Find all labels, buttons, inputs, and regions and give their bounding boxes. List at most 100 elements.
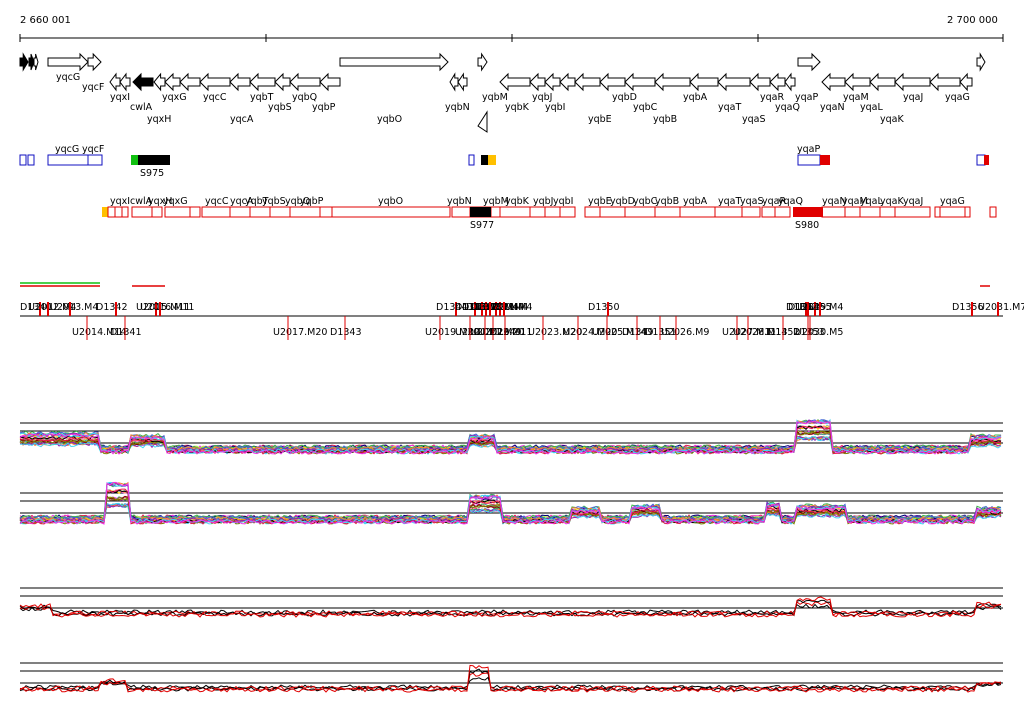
gene-arrow[interactable]: [929, 72, 961, 92]
segment-box[interactable]: [229, 206, 251, 218]
feature-label-above: U2012.M4: [28, 302, 76, 313]
gene-arrow[interactable]: [689, 72, 719, 92]
segment-label: yqaQ: [778, 196, 803, 207]
segment-box[interactable]: [470, 207, 491, 217]
segment-box[interactable]: [544, 206, 561, 218]
gene-arrow[interactable]: [109, 72, 121, 92]
gene-arrow[interactable]: [844, 72, 871, 92]
segment-box[interactable]: [934, 206, 941, 218]
segment-box[interactable]: [741, 206, 761, 218]
segment-label: yqaG: [940, 196, 965, 207]
gene-label: yqaG: [945, 92, 970, 103]
gene-arrow[interactable]: [319, 72, 341, 92]
segment-box[interactable]: [714, 206, 743, 218]
segment-box[interactable]: [151, 206, 163, 218]
gene-arrow[interactable]: [199, 72, 231, 92]
segment-box[interactable]: [131, 206, 153, 218]
gene-arrow[interactable]: [87, 52, 102, 72]
feature-label-below: D1343: [330, 327, 362, 338]
gene-arrow[interactable]: [229, 72, 251, 92]
gene-arrow[interactable]: [894, 72, 931, 92]
gene-arrow[interactable]: [529, 72, 546, 92]
segment-box[interactable]: [164, 206, 191, 218]
gene-arrow[interactable]: [449, 72, 459, 92]
feature-label-below: D1341: [110, 327, 142, 338]
gene-arrow[interactable]: [28, 53, 35, 71]
segment-box[interactable]: [761, 206, 776, 218]
gene-arrow[interactable]: [119, 72, 131, 92]
gene-arrow[interactable]: [717, 72, 751, 92]
segment-box[interactable]: [114, 206, 123, 218]
segment-box[interactable]: [939, 206, 966, 218]
segment-box[interactable]: [793, 207, 823, 217]
segment-box[interactable]: [679, 206, 716, 218]
segment-box[interactable]: [774, 206, 791, 218]
segment-label: yqbO: [378, 196, 403, 207]
segment-box[interactable]: [451, 206, 471, 218]
gene-arrow[interactable]: [164, 72, 181, 92]
segment-label: yqaK: [880, 196, 904, 207]
gene-arrow[interactable]: [959, 72, 973, 92]
segment-box[interactable]: [107, 206, 116, 218]
gene-label: yqcA: [230, 114, 254, 125]
gene-arrow[interactable]: [559, 72, 576, 92]
segment-box[interactable]: [201, 206, 231, 218]
gene-arrow[interactable]: [153, 72, 166, 92]
segment-box[interactable]: [490, 206, 501, 218]
gene-arrow[interactable]: [249, 72, 276, 92]
feature-label-above: D1350: [588, 302, 620, 313]
gene-arrow[interactable]: [749, 72, 771, 92]
gene-arrow[interactable]: [339, 52, 449, 72]
gene-arrow[interactable]: [179, 72, 201, 92]
feature-label-above: U2031.M7: [978, 302, 1024, 313]
segment-box[interactable]: [964, 206, 971, 218]
gene-arrow[interactable]: [599, 72, 626, 92]
segment-box[interactable]: [894, 206, 931, 218]
segment-box[interactable]: [189, 206, 201, 218]
segment-box[interactable]: [249, 206, 271, 218]
gene-label: yqaR: [760, 92, 784, 103]
gene-arrow[interactable]: [132, 72, 154, 92]
gene-arrow[interactable]: [33, 53, 39, 71]
gene-arrow[interactable]: [457, 72, 468, 92]
segment-box[interactable]: [859, 206, 881, 218]
segment-box[interactable]: [559, 206, 576, 218]
segment-box[interactable]: [844, 206, 861, 218]
segment-box[interactable]: [599, 206, 626, 218]
gene-label: yqxH: [147, 114, 171, 125]
gene-arrow[interactable]: [477, 110, 488, 133]
segment-box[interactable]: [584, 206, 601, 218]
gene-arrow[interactable]: [769, 72, 786, 92]
feature-label-below: U2027.M11: [722, 327, 776, 338]
segment-box[interactable]: [319, 206, 333, 218]
segment-box[interactable]: [269, 206, 291, 218]
segment-box[interactable]: [821, 206, 846, 218]
gene-arrow[interactable]: [976, 52, 986, 72]
segment-box[interactable]: [654, 206, 681, 218]
gene-arrow[interactable]: [289, 72, 321, 92]
gene-arrow[interactable]: [574, 72, 601, 92]
gene-label: cwlA: [130, 102, 153, 113]
gene-arrow[interactable]: [274, 72, 291, 92]
feature-label-above: U2013.M4: [50, 302, 98, 313]
gene-arrow[interactable]: [544, 72, 561, 92]
gene-arrow[interactable]: [869, 72, 896, 92]
segment-box[interactable]: [989, 206, 997, 218]
segment-box[interactable]: [121, 206, 129, 218]
gene-arrow[interactable]: [19, 52, 29, 72]
gene-arrow[interactable]: [47, 52, 89, 72]
segment-box[interactable]: [331, 206, 451, 218]
segment-box[interactable]: [529, 206, 546, 218]
segment-box[interactable]: [624, 206, 656, 218]
segment-box[interactable]: [289, 206, 321, 218]
gene-arrow[interactable]: [499, 72, 531, 92]
gene-arrow[interactable]: [784, 72, 796, 92]
segment-box[interactable]: [879, 206, 896, 218]
gene-arrow[interactable]: [477, 52, 488, 72]
gene-arrow[interactable]: [624, 72, 656, 92]
gene-arrow[interactable]: [797, 52, 821, 72]
gene-arrow[interactable]: [654, 72, 691, 92]
segment-box[interactable]: [499, 206, 531, 218]
gene-arrow[interactable]: [821, 72, 846, 92]
